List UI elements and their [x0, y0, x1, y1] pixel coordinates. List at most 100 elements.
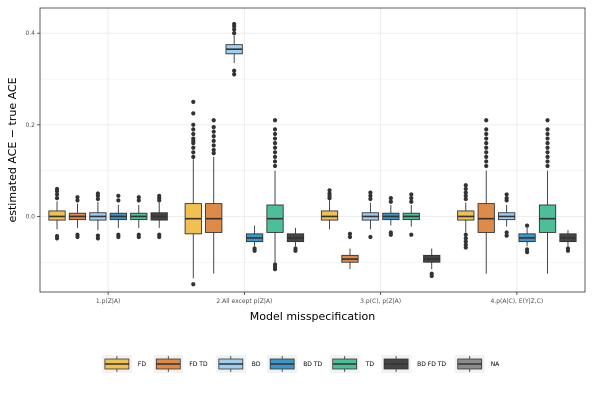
legend: FD FD TD BD BD TD TD BD FD TD NA: [101, 355, 500, 373]
box-bd-td: [518, 223, 536, 255]
outlier-point: [545, 154, 550, 159]
outlier-point: [191, 99, 196, 105]
outlier-point: [54, 234, 60, 239]
box-bd: [225, 21, 243, 77]
outlier-point: [463, 196, 468, 202]
outlier-point: [157, 232, 162, 237]
box-fd: [184, 99, 202, 287]
outlier-point: [232, 27, 237, 32]
outlier-point: [484, 131, 489, 137]
outlier-point: [95, 191, 101, 196]
box-td: [538, 118, 557, 274]
outlier-point: [272, 136, 278, 141]
legend-item: FD: [101, 355, 146, 373]
outlier-point: [211, 138, 216, 143]
outlier-point: [252, 248, 257, 253]
legend-label: NA: [491, 361, 500, 368]
outlier-point: [191, 111, 196, 116]
legend-label: FD: [138, 361, 146, 368]
outlier-point: [272, 131, 278, 137]
outlier-point: [232, 21, 237, 27]
outlier-point: [484, 163, 489, 169]
box-fd: [320, 188, 339, 230]
outlier-point: [484, 150, 489, 155]
legend-item: BD FD TD: [381, 355, 446, 373]
outlier-point: [272, 159, 278, 164]
outlier-point: [211, 129, 216, 134]
box-fd-td: [205, 118, 223, 274]
outlier-point: [75, 198, 80, 203]
outlier-point: [116, 193, 121, 198]
outlier-point: [409, 199, 414, 204]
box-fd-td: [477, 118, 495, 274]
outlier-point: [484, 159, 489, 164]
outlier-point: [211, 147, 216, 153]
outlier-point: [429, 273, 434, 279]
outlier-point: [191, 154, 196, 159]
outlier-point: [272, 141, 278, 146]
box-bd-fd-td: [423, 248, 441, 279]
legend-item: FD TD: [153, 355, 208, 373]
box-bd: [498, 192, 516, 238]
outlier-point: [463, 186, 468, 192]
legend-item: BD TD: [267, 355, 323, 373]
outlier-point: [136, 232, 141, 237]
outlier-point: [211, 124, 216, 130]
box-td: [402, 192, 420, 237]
outlier-point: [116, 198, 121, 203]
outlier-point: [191, 282, 196, 287]
legend-label: TD: [365, 361, 375, 368]
outlier-point: [272, 150, 278, 155]
legend-label: BD FD TD: [417, 361, 446, 368]
box-layer: [48, 21, 577, 287]
box-bd-td: [109, 193, 127, 240]
legend-label: FD TD: [189, 361, 208, 368]
box-fd: [48, 186, 66, 241]
box-body: [320, 210, 339, 221]
outlier-point: [463, 183, 468, 188]
outlier-point: [191, 136, 196, 141]
outlier-point: [75, 232, 80, 237]
y-axis-title: estimated ACE − true ACE: [6, 77, 19, 222]
outlier-point: [232, 68, 237, 73]
x-tick-label: 3.p(C), p(Z|A): [360, 298, 401, 305]
x-tick-label: 1.p(Z|A): [96, 298, 120, 305]
box-fd-td: [341, 231, 359, 270]
outlier-point: [463, 239, 468, 244]
outlier-point: [545, 136, 550, 141]
outlier-point: [191, 131, 196, 137]
outlier-point: [409, 195, 414, 201]
outlier-point: [191, 145, 196, 150]
panel-border: [39, 7, 586, 293]
outlier-point: [327, 191, 332, 196]
box-td: [266, 118, 284, 272]
outlier-point: [388, 195, 393, 201]
outlier-point: [545, 159, 550, 164]
outlier-point: [272, 163, 278, 169]
outlier-point: [347, 234, 353, 240]
outlier-point: [54, 192, 60, 197]
outlier-point: [484, 118, 489, 123]
outlier-point: [524, 250, 530, 255]
box-bd-td: [245, 225, 264, 253]
outlier-point: [463, 236, 468, 241]
outlier-point: [504, 233, 509, 238]
outlier-point: [504, 230, 509, 235]
outlier-point: [368, 190, 373, 195]
outlier-point: [368, 193, 373, 198]
outlier-point: [545, 127, 550, 132]
outlier-point: [463, 242, 468, 247]
legend-item: NA: [454, 355, 500, 373]
outlier-point: [463, 193, 468, 198]
outlier-point: [116, 232, 121, 237]
outlier-point: [504, 195, 509, 201]
box-bd: [89, 191, 107, 241]
box-bd-fd-td: [150, 193, 168, 240]
outlier-point: [545, 141, 550, 146]
outlier-point: [191, 150, 196, 155]
box-bd-td: [382, 195, 400, 237]
outlier-point: [545, 131, 550, 137]
outlier-point: [545, 163, 550, 169]
